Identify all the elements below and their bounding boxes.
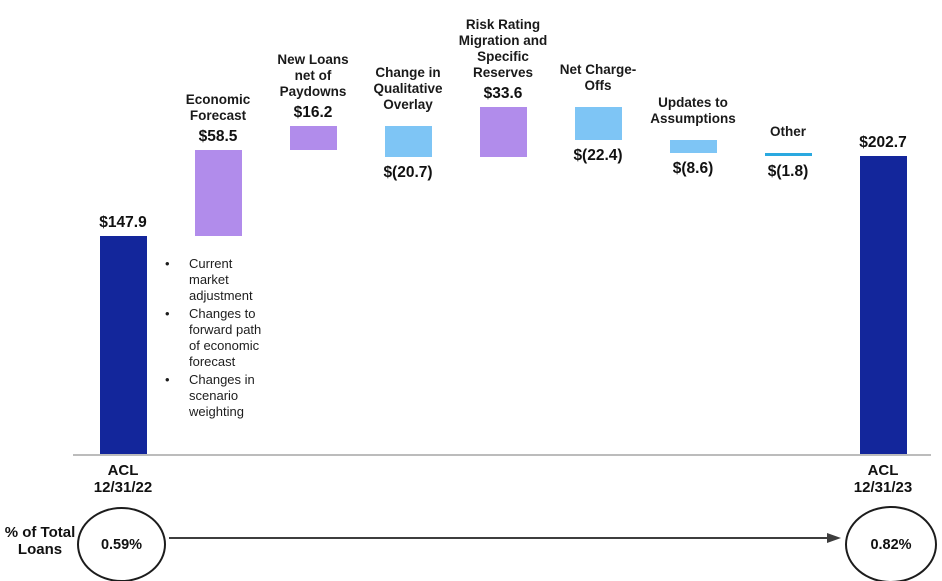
value-label-risk-rating-migration-specific-reserves: $33.6 xyxy=(483,85,523,103)
value-label-new-loans-net-of-paydowns: $16.2 xyxy=(293,104,333,122)
bar-updates-to-assumptions xyxy=(669,140,717,153)
heading-risk-rating-migration-specific-reserves: Risk Rating Migration and Specific Reser… xyxy=(458,17,548,81)
value-label-acl-2023: $202.7 xyxy=(859,133,907,151)
value-label-updates-to-assumptions: $(8.6) xyxy=(672,159,714,177)
heading-new-loans-net-of-paydowns: New Loans net of Paydowns xyxy=(277,52,349,100)
heading-change-in-qualitative-overlay: Change in Qualitative Overlay xyxy=(373,65,443,113)
end-pct-value: 0.82% xyxy=(870,536,912,553)
bar-risk-rating-migration-specific-reserves xyxy=(479,107,527,157)
value-label-net-charge-offs: $(22.4) xyxy=(573,147,623,165)
bar-change-in-qualitative-overlay xyxy=(384,126,432,157)
value-label-acl-2022: $147.9 xyxy=(99,214,147,232)
bullet-item-3: Changes in scenario weighting xyxy=(162,372,274,420)
heading-updates-to-assumptions: Updates to Assumptions xyxy=(650,95,736,127)
value-label-economic-forecast: $58.5 xyxy=(198,128,238,146)
bar-acl-2023 xyxy=(859,155,907,455)
axis-label-acl-2022: ACL 12/31/22 xyxy=(93,462,153,496)
bar-acl-2022 xyxy=(99,236,147,455)
pct-of-total-loans-label: % of Total Loans xyxy=(4,524,76,558)
end-pct-circle: 0.82% xyxy=(845,506,937,581)
bullet-item-2: Changes to forward path of economic fore… xyxy=(162,306,274,370)
start-pct-circle: 0.59% xyxy=(77,507,166,581)
bar-net-charge-offs xyxy=(574,107,622,141)
value-label-change-in-qualitative-overlay: $(20.7) xyxy=(383,163,433,181)
bullet-item-1: Current market adjustment xyxy=(162,256,274,304)
bar-other xyxy=(764,152,812,157)
value-label-other: $(1.8) xyxy=(767,162,809,180)
bar-economic-forecast xyxy=(194,150,242,237)
x-axis-line xyxy=(73,454,931,456)
bar-new-loans-net-of-paydowns xyxy=(289,126,337,151)
axis-label-acl-2023: ACL 12/31/23 xyxy=(853,462,913,496)
heading-other: Other xyxy=(769,123,806,139)
heading-net-charge-offs: Net Charge- Offs xyxy=(559,62,637,94)
arrow-head-icon xyxy=(827,532,841,543)
heading-economic-forecast: Economic Forecast xyxy=(185,92,251,124)
economic-forecast-bullet-list: Current market adjustmentChanges to forw… xyxy=(162,256,274,422)
arrow-line xyxy=(169,537,827,539)
start-pct-value: 0.59% xyxy=(100,536,143,553)
